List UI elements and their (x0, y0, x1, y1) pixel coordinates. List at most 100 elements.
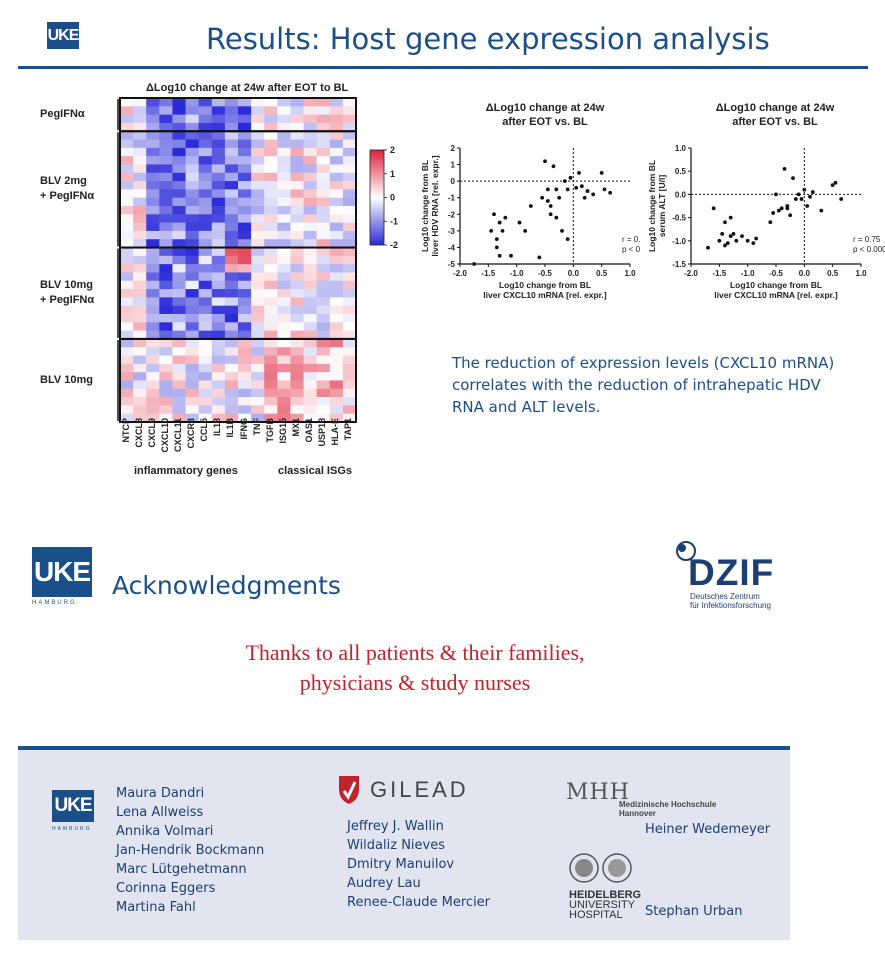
heatmap-cell (238, 189, 252, 199)
y-tick-label: 0 (451, 177, 456, 186)
heatmap-cell (146, 289, 160, 298)
heatmap-cell (277, 289, 291, 298)
heatmap-cell (329, 172, 344, 182)
heatmap-cell (133, 388, 147, 398)
heatmap-cell (224, 372, 239, 381)
mhh-person: Heiner Wedemeyer (645, 822, 771, 837)
heatmap-cell (277, 172, 291, 182)
heatmap-cell (172, 264, 186, 273)
heatmap-cell (264, 405, 278, 415)
heatmap-cell (251, 272, 265, 282)
heatmap-cell (290, 264, 304, 273)
heatmap-cell (159, 338, 173, 348)
data-point (793, 197, 798, 201)
heatmap-cell (329, 338, 344, 348)
heatmap-cell (290, 164, 304, 174)
heidelberg-line: HEIDELBERG (569, 889, 642, 901)
heatmap-cell (329, 314, 344, 323)
heatmap-cell (172, 222, 186, 232)
heatmap-cell (211, 114, 226, 124)
heatmap-cell (303, 147, 318, 157)
heatmap-cell (316, 347, 331, 356)
heatmap-cell (146, 106, 160, 116)
heatmap-cell (316, 230, 331, 240)
heatmap-cell (238, 131, 252, 140)
data-point (776, 208, 781, 213)
heatmap-cell (316, 156, 331, 165)
y-tick-label: -1 (448, 194, 456, 203)
heatmap-cell (185, 330, 200, 340)
heatmap-cell (198, 314, 213, 323)
heatmap-cell (120, 230, 134, 240)
heatmap-cell (133, 297, 147, 307)
heatmap-cell (316, 239, 331, 248)
heatmap-cell (342, 156, 357, 165)
heatmap-cell (316, 197, 331, 207)
heatmap-cell (251, 214, 265, 224)
heatmap-cell (329, 297, 344, 307)
heatmap-cell (120, 397, 134, 406)
heatmap-cell (290, 405, 304, 415)
stat-annotation: r = 0.67 (622, 235, 640, 244)
data-point (551, 164, 556, 169)
footer-divider (18, 746, 790, 750)
heatmap-col-label: CCL5 (199, 418, 210, 442)
y-tick-label: 1 (451, 161, 456, 170)
heatmap-cell (185, 347, 200, 356)
data-point (751, 241, 756, 246)
heatmap-cell (185, 413, 200, 423)
heatmap-cell (251, 355, 265, 365)
heatmap-cell (211, 363, 226, 373)
heatmap-cell (342, 297, 357, 307)
heatmap-cell (159, 214, 173, 224)
heatmap-cell (303, 164, 318, 174)
heatmap-cell (316, 214, 331, 224)
heatmap-cell (120, 255, 134, 265)
heatmap-cell (211, 388, 226, 398)
heatmap-cell (120, 413, 134, 423)
heatmap-col-label: IFNG (238, 418, 249, 440)
heatmap-cell (329, 380, 344, 390)
heatmap-cell (251, 264, 265, 273)
heatmap-cell (146, 222, 160, 232)
heatmap-cell (211, 397, 226, 406)
heatmap-cell (133, 156, 147, 165)
heatmap-cell (290, 139, 304, 149)
data-point (599, 170, 604, 175)
heatmap-cell (290, 222, 304, 232)
heatmap-cell (120, 214, 134, 224)
heatmap-cell (303, 405, 318, 415)
stat-annotation: p < 0.0001 (622, 245, 640, 254)
heatmap-cell (172, 239, 186, 248)
heatmap-cell (277, 388, 291, 398)
heatmap-cell (329, 222, 344, 232)
heatmap-cell (277, 230, 291, 240)
heatmap-cell (133, 272, 147, 282)
y-axis-label: Log10 change from BL (420, 160, 430, 252)
heatmap-cell (251, 114, 265, 124)
heatmap-cell (329, 156, 344, 165)
heatmap-cell (172, 106, 186, 116)
heatmap-cell (277, 247, 291, 257)
heatmap-cell (277, 397, 291, 406)
heatmap-cell (303, 372, 318, 381)
heatmap-col-label: CXCR3 (186, 418, 197, 449)
heatmap-cell (303, 338, 318, 348)
heatmap-cell (185, 222, 200, 232)
heatmap-cell (264, 363, 278, 373)
heatmap-cell (303, 397, 318, 406)
heatmap-cell (120, 355, 134, 365)
data-point (554, 215, 559, 220)
heatmap-cell (303, 322, 318, 332)
heatmap-cell (238, 98, 252, 107)
data-point (497, 253, 502, 258)
x-axis-label: liver CXCL10 mRNA [rel. expr.] (483, 290, 607, 300)
heatmap-cell (133, 330, 147, 340)
x-tick-label: -1.5 (712, 269, 726, 278)
heatmap-row-group-line: BLV 10mg (40, 279, 93, 292)
heatmap-cell (329, 181, 344, 190)
heatmap-cell (342, 397, 357, 406)
data-point (602, 187, 607, 192)
heatmap-cell (290, 106, 304, 116)
mhh-logo: MHH (566, 780, 630, 805)
